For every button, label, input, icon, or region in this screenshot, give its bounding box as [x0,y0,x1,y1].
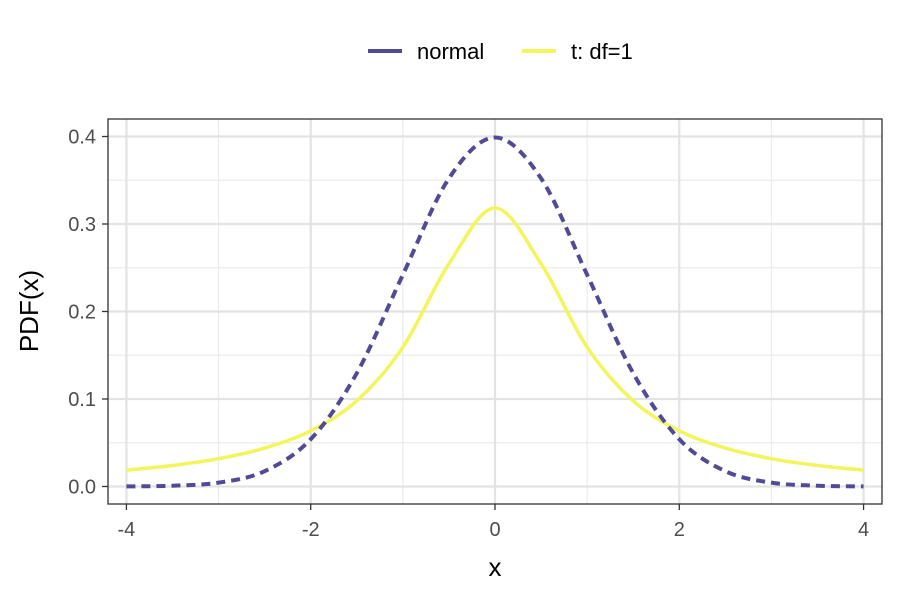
series-line-normal [126,135,864,489]
y-axis-title: PDF(x) [14,270,44,352]
legend: normal t: df=1 [368,39,633,64]
grid [108,119,882,504]
series-lines [126,135,864,489]
y-tick-label: 0.2 [68,302,96,324]
x-tick-label: 0 [489,519,500,541]
legend-item-t-df-1: t: df=1 [522,39,633,64]
x-tick-label: 4 [858,519,869,541]
x-tick-label: 2 [674,519,685,541]
series-line-t-df-1 [126,206,864,472]
x-tick-label: -2 [302,519,320,541]
legend-item-normal: normal [368,39,484,64]
y-tick-label: 0.1 [68,389,96,411]
y-tick-label: 0.3 [68,214,96,236]
x-axis-title: x [489,552,502,582]
axes: -4 -2 0 2 4 0.0 0.1 0.2 0.3 0.4 [68,127,869,542]
legend-label: normal [417,39,484,64]
y-tick-label: 0.0 [68,477,96,499]
x-tick-label: -4 [118,519,136,541]
legend-label: t: df=1 [571,39,633,64]
y-tick-label: 0.4 [68,127,96,149]
